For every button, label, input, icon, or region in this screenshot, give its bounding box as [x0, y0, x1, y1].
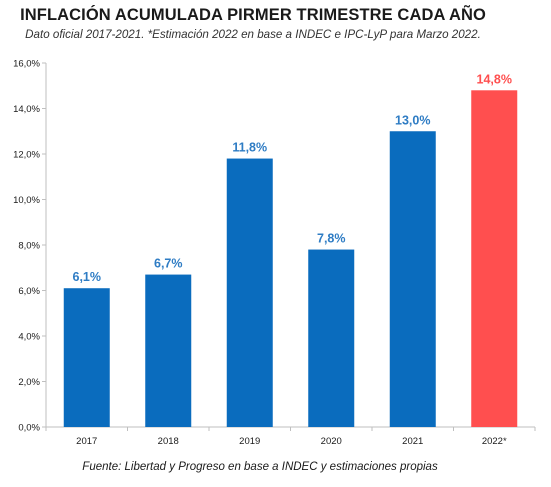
data-label: 7,8% [317, 232, 346, 246]
x-tick-label: 2018 [158, 436, 179, 447]
bar [389, 131, 436, 427]
x-tick-label: 2019 [239, 436, 260, 447]
chart-title: INFLACIÓN ACUMULADA PIRMER TRIMESTRE CAD… [20, 6, 486, 24]
bar [471, 90, 518, 428]
data-label: 13,0% [395, 113, 430, 127]
y-tick-label: 10,0% [13, 195, 40, 206]
data-label: 6,1% [73, 270, 102, 284]
x-tick-label: 2020 [321, 436, 342, 447]
x-tick-label: 2021 [402, 436, 423, 447]
bar [63, 288, 110, 427]
y-tick-label: 2,0% [18, 377, 40, 388]
bar [145, 274, 192, 427]
data-label: 6,7% [154, 257, 183, 271]
bar [308, 249, 355, 427]
y-tick-label: 0,0% [18, 423, 40, 434]
chart-subtitle: Dato oficial 2017-2021. *Estimación 2022… [25, 28, 481, 41]
x-tick-label: 2017 [76, 436, 97, 447]
y-tick-label: 4,0% [18, 332, 40, 343]
x-tick-label: 2022* [482, 436, 507, 447]
y-tick-label: 14,0% [13, 104, 40, 115]
chart-source: Fuente: Libertad y Progreso en base a IN… [82, 461, 438, 473]
y-tick-label: 8,0% [18, 241, 40, 252]
y-tick-label: 12,0% [13, 150, 40, 161]
y-tick-label: 6,0% [18, 286, 40, 297]
bar [226, 158, 273, 428]
y-tick-label: 16,0% [13, 59, 40, 70]
data-label: 11,8% [232, 141, 267, 155]
data-label: 14,8% [477, 72, 512, 86]
